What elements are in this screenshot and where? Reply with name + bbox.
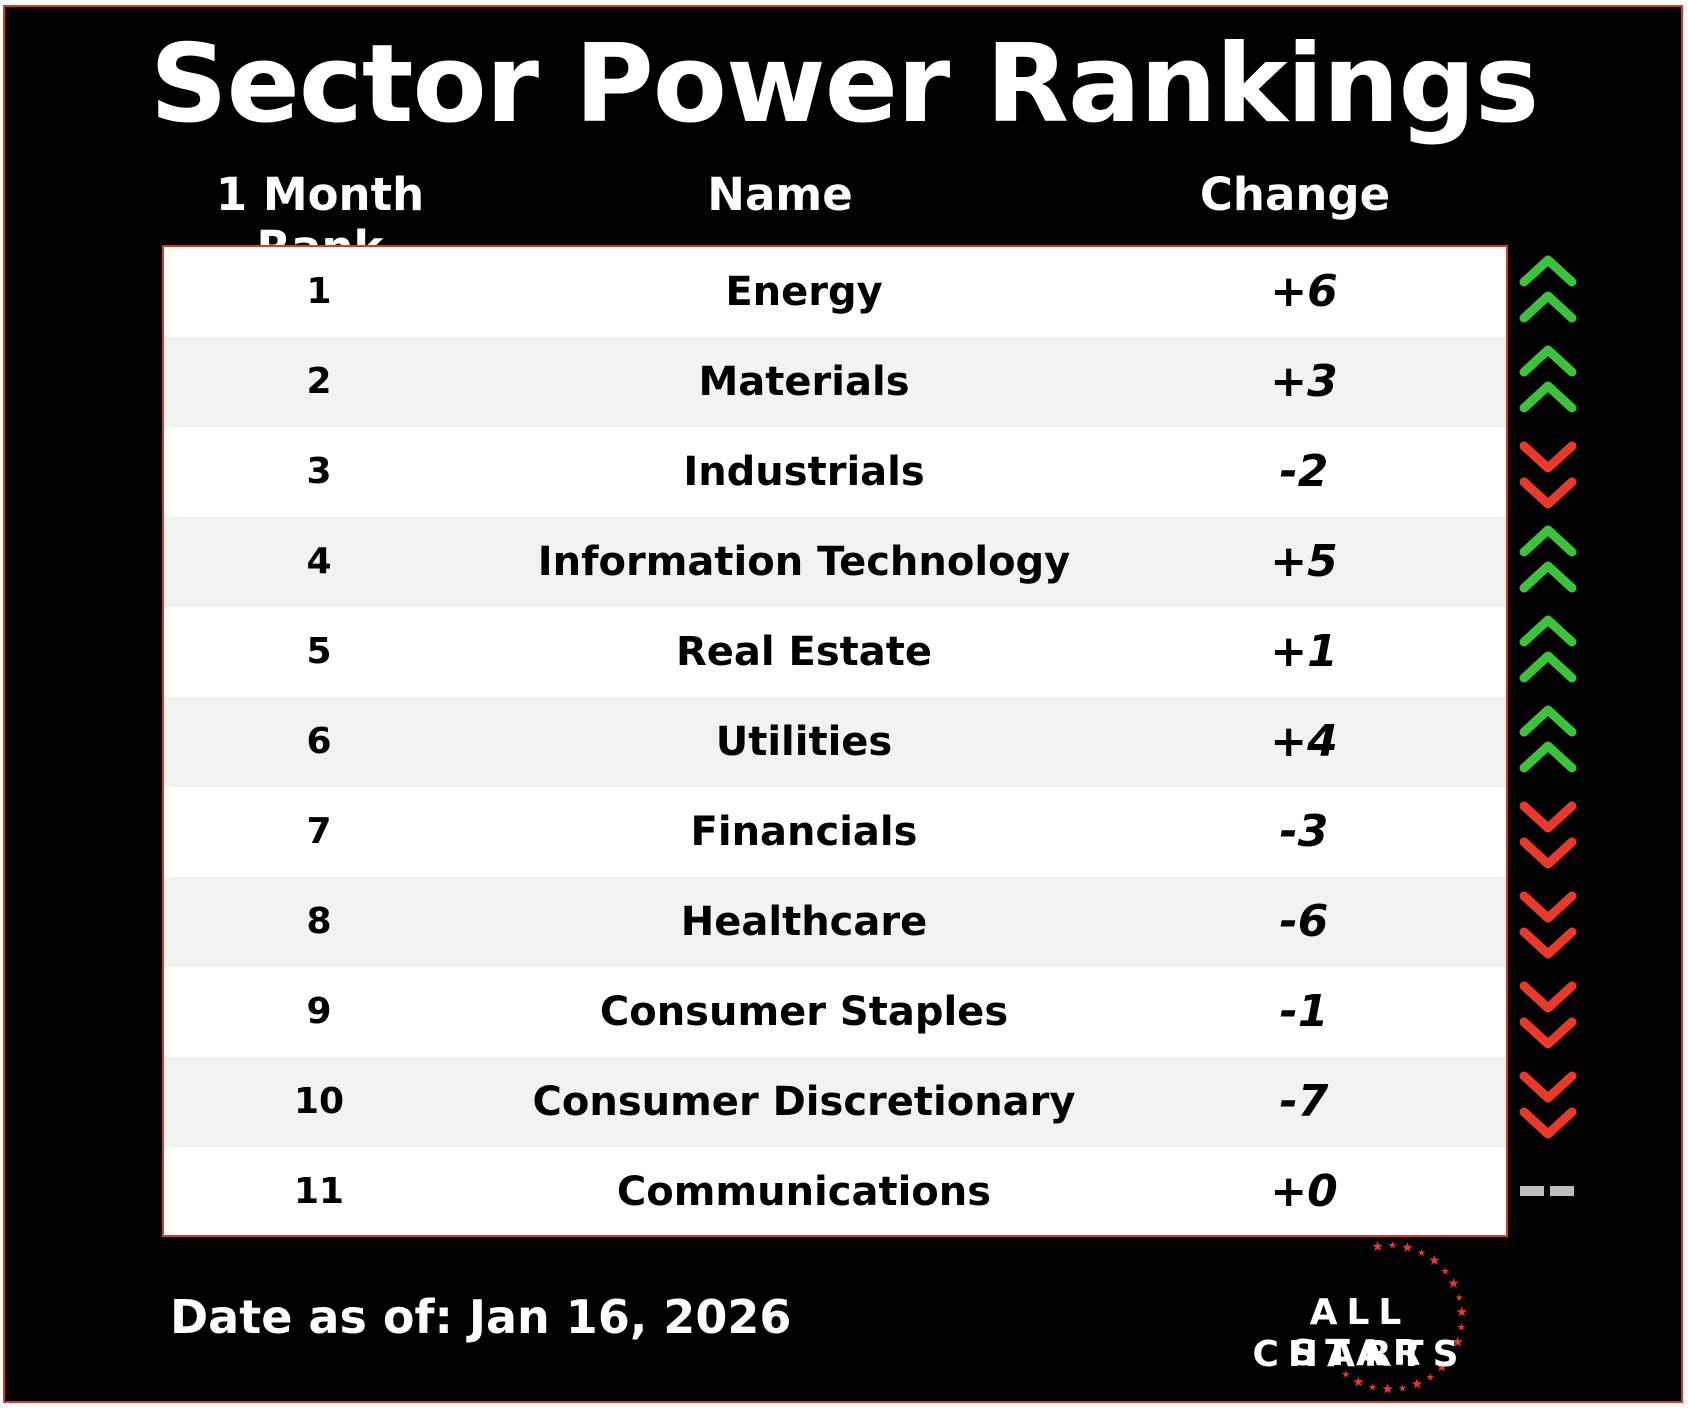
- change-cell: -1: [1279, 986, 1329, 1037]
- table-row: 9 Consumer Staples -1: [164, 967, 1506, 1057]
- change-cell: +3: [1270, 356, 1338, 407]
- name-cell: Information Technology: [537, 539, 1071, 585]
- change-cell: +0: [1270, 1166, 1338, 1217]
- table-row: 4 Information Technology +5: [164, 517, 1506, 607]
- logo-star-icon: ★: [1411, 1375, 1424, 1391]
- rank-cell: 2: [306, 361, 332, 402]
- logo-star-icon: ★: [1371, 1240, 1384, 1254]
- logo-star-icon: ★: [1368, 1383, 1377, 1394]
- name-cell: Financials: [690, 809, 918, 855]
- logo-star-icon: ★: [1455, 1293, 1464, 1304]
- change-cell: -7: [1279, 1076, 1329, 1127]
- table-row: 8 Healthcare -6: [164, 877, 1506, 967]
- table-row: 6 Utilities +4: [164, 697, 1506, 787]
- rank-cell: 7: [306, 811, 332, 852]
- rank-cell: 11: [293, 1171, 345, 1212]
- change-cell: +6: [1270, 266, 1338, 317]
- logo-star-icon: ★: [1352, 1373, 1365, 1389]
- logo-star-icon: ★: [1457, 1323, 1466, 1334]
- name-cell: Healthcare: [680, 899, 928, 945]
- logo-line-2: CHARTS: [1252, 1334, 1468, 1375]
- rank-cell: 9: [306, 991, 332, 1032]
- double-chevron-up-icon: [1519, 345, 1577, 413]
- table-row: 1 Energy +6: [164, 247, 1506, 337]
- name-cell: Materials: [698, 359, 910, 405]
- logo-star-icon: ★: [1428, 1252, 1441, 1268]
- logo-star-icon: ★: [1398, 1384, 1407, 1395]
- name-cell: Consumer Staples: [599, 989, 1009, 1035]
- double-chevron-down-icon: [1519, 801, 1577, 869]
- change-cell: +4: [1270, 716, 1338, 767]
- table-row: 11 Communications +0: [164, 1147, 1506, 1237]
- table-row: 2 Materials +3: [164, 337, 1506, 427]
- column-header-name: Name: [707, 168, 853, 221]
- double-chevron-up-icon: [1519, 525, 1577, 593]
- double-chevron-up-icon: [1519, 255, 1577, 323]
- double-chevron-up-icon: [1519, 705, 1577, 773]
- double-chevron-up-icon: [1519, 615, 1577, 683]
- logo-star-icon: ★: [1341, 1369, 1350, 1380]
- change-cell: -3: [1279, 806, 1329, 857]
- change-cell: +5: [1270, 536, 1338, 587]
- rankings-table: 1 Energy +6 2 Materials +3 3 Industrials -2 4 Info…: [162, 245, 1508, 1237]
- name-cell: Real Estate: [675, 629, 933, 675]
- name-cell: Consumer Discretionary: [532, 1079, 1076, 1125]
- chart-title: Sector Power Rankings: [149, 22, 1539, 147]
- logo-star-icon: ★: [1451, 1333, 1464, 1349]
- rank-cell: 4: [306, 541, 332, 582]
- name-cell: Industrials: [683, 449, 925, 495]
- logo-star-icon: ★: [1388, 1241, 1397, 1252]
- table-row: 5 Real Estate +1: [164, 607, 1506, 697]
- name-cell: Energy: [725, 269, 883, 315]
- rank-cell: 6: [306, 721, 332, 762]
- rank-cell: 8: [306, 901, 332, 942]
- logo-star-icon: ★: [1426, 1372, 1435, 1383]
- rank-cell: 5: [306, 631, 332, 672]
- logo-star-icon: ★: [1401, 1240, 1414, 1255]
- logo-star-icon: ★: [1381, 1381, 1394, 1397]
- logo-star-icon: ★: [1441, 1266, 1450, 1277]
- rank-cell: 3: [306, 451, 332, 492]
- date-footer: Date as of: Jan 16, 2026: [170, 1290, 792, 1344]
- logo-star-icon: ★: [1447, 1351, 1456, 1362]
- table-row: 10 Consumer Discretionary -7: [164, 1057, 1506, 1147]
- table-row: 3 Industrials -2: [164, 427, 1506, 517]
- double-chevron-down-icon: [1519, 1071, 1577, 1139]
- rank-cell: 10: [293, 1081, 345, 1122]
- logo-star-icon: ★: [1447, 1275, 1460, 1291]
- logo-line-1: ALL STAR: [1290, 1292, 1430, 1374]
- change-cell: -6: [1279, 896, 1329, 947]
- rank-cell: 1: [306, 271, 332, 312]
- change-cell: +1: [1270, 626, 1338, 677]
- name-cell: Communications: [616, 1169, 992, 1215]
- logo-star-icon: ★: [1417, 1248, 1426, 1259]
- logo-star-icon: ★: [1456, 1304, 1469, 1320]
- double-chevron-down-icon: [1519, 891, 1577, 959]
- double-chevron-down-icon: [1519, 441, 1577, 509]
- flat-dash-icon: [1520, 1186, 1574, 1196]
- logo-star-icon: ★: [1436, 1359, 1449, 1375]
- name-cell: Utilities: [715, 719, 893, 765]
- double-chevron-down-icon: [1519, 981, 1577, 1049]
- change-cell: -2: [1279, 446, 1329, 497]
- all-star-charts-logo: ★ ★ ★ ★ ★ ★ ★ ★ ★ ★ ★ ★ ★ ★ ★ ★ ★ ★ ★ ★ ALL STAR CHARTS: [1230, 1240, 1520, 1400]
- column-header-change: Change: [1199, 168, 1391, 221]
- table-row: 7 Financials -3: [164, 787, 1506, 877]
- logo-star-ring: ★ ★ ★ ★ ★★★★★★★★★★★★★★★★: [1341, 1240, 1469, 1397]
